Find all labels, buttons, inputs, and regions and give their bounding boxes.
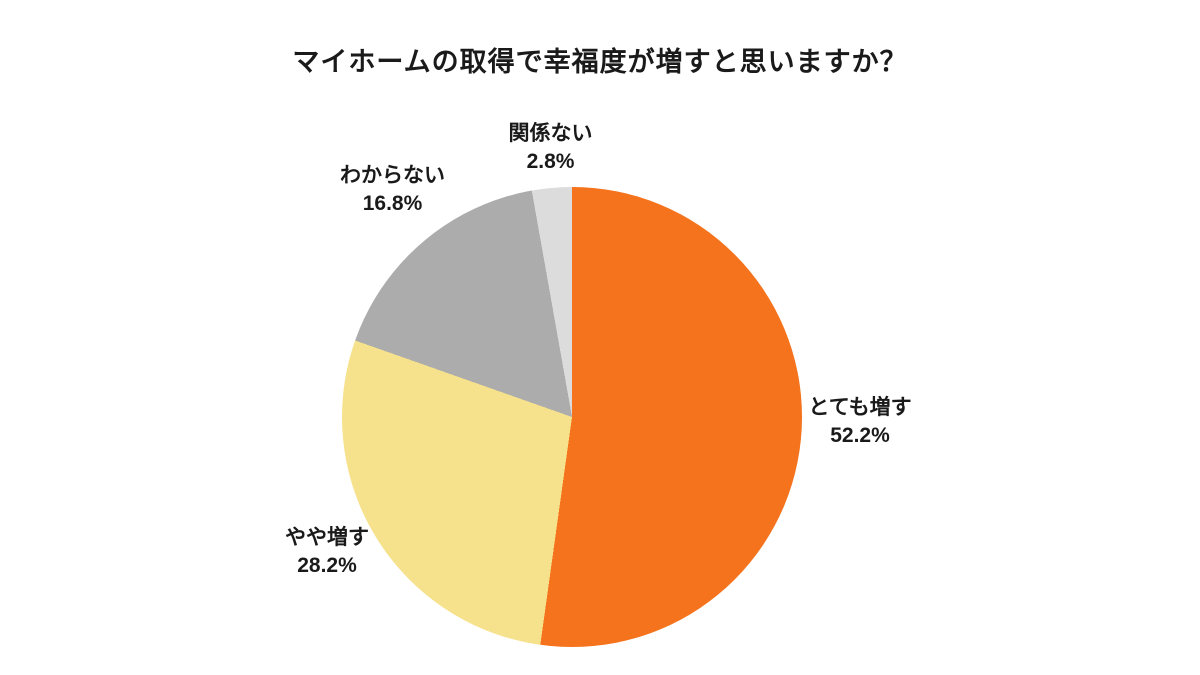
slice-label-unrelated: 関係ない 2.8%: [483, 120, 618, 177]
slice-percent: 2.8%: [526, 150, 575, 174]
slice-percent: 52.2%: [830, 424, 890, 448]
slice-name: やや増す: [285, 526, 369, 549]
slice-percent: 28.2%: [297, 554, 357, 578]
pie-chart: [342, 187, 802, 647]
slice-label-very-increase: とても増す 52.2%: [790, 394, 930, 451]
slice-name: とても増す: [808, 396, 912, 419]
slice-percent: 16.8%: [362, 192, 423, 216]
slice-name: 関係ない: [508, 122, 593, 145]
slice-label-somewhat-increase: やや増す 28.2%: [257, 524, 397, 581]
slice-label-dont-know: わからない 16.8%: [320, 162, 465, 219]
chart-title: マイホームの取得で幸福度が増すと思いますか？: [292, 47, 908, 77]
slice-name: わからない: [340, 164, 445, 187]
